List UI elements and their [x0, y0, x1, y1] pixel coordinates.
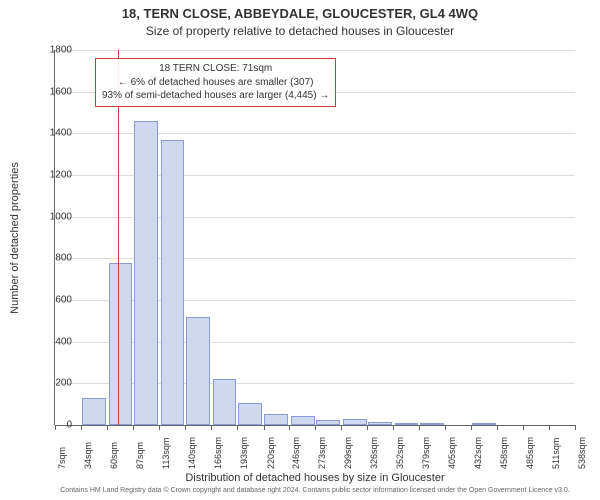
- x-tick: [133, 425, 134, 430]
- x-tick-label: 60sqm: [109, 442, 119, 469]
- x-tick: [575, 425, 576, 430]
- histogram-bar: [109, 263, 133, 426]
- x-tick: [315, 425, 316, 430]
- x-tick: [341, 425, 342, 430]
- credits-text: Contains HM Land Registry data © Crown c…: [55, 487, 575, 494]
- histogram-bar: [291, 416, 315, 425]
- x-tick: [264, 425, 265, 430]
- histogram-bar: [264, 414, 288, 425]
- x-tick: [289, 425, 290, 430]
- x-tick: [367, 425, 368, 430]
- histogram-bar: [82, 398, 106, 425]
- x-tick-label: 246sqm: [291, 437, 301, 469]
- gridline: [55, 383, 575, 384]
- x-tick-label: 87sqm: [135, 442, 145, 469]
- x-tick-label: 511sqm: [551, 438, 561, 469]
- x-tick: [159, 425, 160, 430]
- x-axis-label: Distribution of detached houses by size …: [55, 472, 575, 484]
- gridline: [55, 342, 575, 343]
- x-tick-label: 220sqm: [266, 437, 276, 469]
- histogram-bar: [186, 317, 210, 425]
- x-tick: [471, 425, 472, 430]
- y-tick-label: 1200: [32, 170, 72, 181]
- y-tick-label: 200: [32, 378, 72, 389]
- y-tick-label: 1400: [32, 128, 72, 139]
- gridline: [55, 133, 575, 134]
- x-tick-label: 193sqm: [239, 437, 249, 469]
- x-tick: [211, 425, 212, 430]
- histogram-bar: [161, 140, 185, 425]
- x-tick: [549, 425, 550, 430]
- x-tick: [393, 425, 394, 430]
- y-axis-label: Number of detached properties: [8, 50, 22, 425]
- x-tick: [237, 425, 238, 430]
- x-tick-label: 326sqm: [369, 437, 379, 469]
- gridline: [55, 258, 575, 259]
- x-tick-label: 352sqm: [395, 437, 405, 469]
- x-tick: [81, 425, 82, 430]
- histogram-bar: [134, 121, 158, 425]
- gridline: [55, 175, 575, 176]
- gridline: [55, 50, 575, 51]
- x-tick: [523, 425, 524, 430]
- x-tick-label: 538sqm: [577, 437, 587, 469]
- chart-container: { "title": "18, TERN CLOSE, ABBEYDALE, G…: [0, 0, 600, 500]
- x-tick-label: 34sqm: [83, 442, 93, 469]
- x-tick: [445, 425, 446, 430]
- x-tick-label: 458sqm: [499, 437, 509, 469]
- y-tick-label: 0: [32, 420, 72, 431]
- y-axis: [54, 50, 55, 425]
- x-tick-label: 113sqm: [161, 438, 171, 469]
- annotation-line: 93% of semi-detached houses are larger (…: [102, 89, 329, 103]
- gridline: [55, 300, 575, 301]
- chart-subtitle: Size of property relative to detached ho…: [0, 24, 600, 38]
- x-tick-label: 432sqm: [473, 437, 483, 469]
- y-tick-label: 800: [32, 253, 72, 264]
- y-tick-label: 1600: [32, 86, 72, 97]
- y-tick-label: 600: [32, 295, 72, 306]
- x-tick-label: 405sqm: [447, 437, 457, 469]
- annotation-box: 18 TERN CLOSE: 71sqm← 6% of detached hou…: [95, 58, 336, 107]
- x-tick-label: 7sqm: [57, 447, 67, 469]
- x-tick-label: 299sqm: [343, 437, 353, 469]
- histogram-bar: [213, 379, 237, 425]
- x-tick-label: 273sqm: [317, 437, 327, 469]
- annotation-line: ← 6% of detached houses are smaller (307…: [102, 76, 329, 90]
- x-tick: [107, 425, 108, 430]
- x-tick-label: 140sqm: [187, 437, 197, 469]
- y-tick-label: 400: [32, 336, 72, 347]
- x-tick: [185, 425, 186, 430]
- gridline: [55, 217, 575, 218]
- x-tick: [497, 425, 498, 430]
- x-tick-label: 485sqm: [525, 437, 535, 469]
- y-tick-label: 1800: [32, 45, 72, 56]
- chart-title: 18, TERN CLOSE, ABBEYDALE, GLOUCESTER, G…: [0, 6, 600, 21]
- x-tick-label: 379sqm: [421, 437, 431, 469]
- plot-area: 7sqm34sqm60sqm87sqm113sqm140sqm166sqm193…: [55, 50, 575, 425]
- y-tick-label: 1000: [32, 211, 72, 222]
- x-tick-label: 166sqm: [213, 437, 223, 469]
- x-tick: [419, 425, 420, 430]
- histogram-bar: [238, 403, 262, 425]
- annotation-line: 18 TERN CLOSE: 71sqm: [102, 62, 329, 76]
